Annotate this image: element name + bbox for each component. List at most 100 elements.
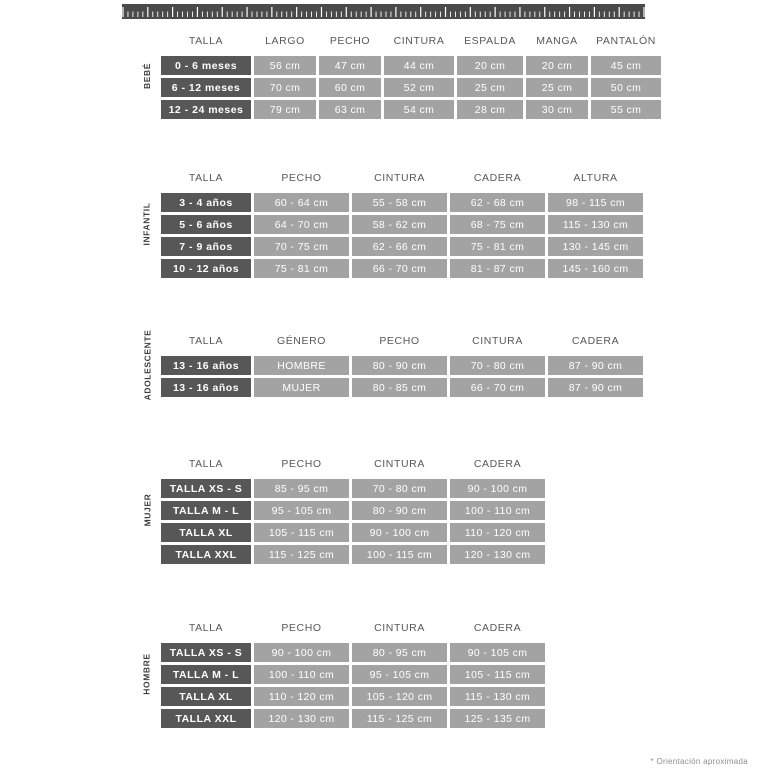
measurement-cell: 90 - 105 cm [450, 643, 545, 662]
section-side-label-mujer: MUJER [136, 453, 158, 567]
table-row: TALLA XL 105 - 115 cm 90 - 100 cm 110 - 120… [161, 523, 545, 542]
column-header: CADERA [473, 172, 522, 184]
size-name-cell: 7 - 9 años [161, 237, 251, 256]
section-label-text: MUJER [142, 493, 153, 527]
size-name-cell: 3 - 4 años [161, 193, 251, 212]
measurement-cell: 100 - 110 cm [254, 665, 349, 684]
measurement-cell: 30 cm [526, 100, 588, 119]
column-header: TALLA [188, 622, 224, 634]
measurement-cell: 25 cm [457, 78, 523, 97]
footnote-approximate-orientation: * Orientación aproximada [650, 757, 748, 766]
table-row: 12 - 24 meses 79 cm 63 cm 54 cm 28 cm 30 cm 55… [161, 100, 661, 119]
measurement-cell: 105 - 115 cm [450, 665, 545, 684]
measurement-cell: 66 - 70 cm [450, 378, 545, 397]
measurement-cell: 80 - 95 cm [352, 643, 447, 662]
measurement-cell: 81 - 87 cm [450, 259, 545, 278]
column-header: CINTURA [472, 335, 523, 347]
measurement-cell: 115 - 130 cm [450, 687, 545, 706]
measurement-cell: 125 - 135 cm [450, 709, 545, 728]
measurement-cell: 100 - 115 cm [352, 545, 447, 564]
measurement-cell: 90 - 100 cm [450, 479, 545, 498]
measurement-cell: 20 cm [457, 56, 523, 75]
measuring-tape-ruler [122, 4, 645, 19]
measurement-cell: 120 - 130 cm [254, 709, 349, 728]
size-table-infantil: TALLA PECHO CINTURA CADERA ALTURA 3 - 4 años 6… [158, 167, 646, 281]
size-table-hombre: TALLA PECHO CINTURA CADERA TALLA XS - S 90 - … [158, 617, 548, 731]
size-section-infantil: INFANTIL TALLA PECHO CINTURA CADERA ALTURA 3 -… [136, 167, 646, 281]
column-header: CINTURA [374, 172, 425, 184]
size-name-cell: TALLA XL [161, 687, 251, 706]
measurement-cell: 62 - 66 cm [352, 237, 447, 256]
column-header: PECHO [281, 172, 322, 184]
table-row: 13 - 16 años HOMBRE 80 - 90 cm 70 - 80 cm 87… [161, 356, 643, 375]
measurement-cell: 90 - 100 cm [352, 523, 447, 542]
measurement-cell: 87 - 90 cm [548, 378, 643, 397]
measurement-cell: 47 cm [319, 56, 381, 75]
size-name-cell: TALLA XS - S [161, 479, 251, 498]
size-section-adolescente: ADOLESCENTE TALLA GÉNERO PECHO CINTURA CADERA… [136, 330, 646, 400]
column-header: PECHO [379, 335, 420, 347]
table-header-row: TALLA PECHO CINTURA CADERA [161, 456, 545, 476]
section-side-label-hombre: HOMBRE [136, 617, 158, 731]
size-section-mujer: MUJER TALLA PECHO CINTURA CADERA TALLA XS - S… [136, 453, 548, 567]
column-header: CINTURA [374, 458, 425, 470]
size-name-cell: TALLA XXL [161, 545, 251, 564]
measurement-cell: 95 - 105 cm [254, 501, 349, 520]
column-header: ESPALDA [464, 35, 516, 47]
section-label-text: INFANTIL [142, 202, 153, 246]
size-name-cell: 13 - 16 años [161, 378, 251, 397]
column-header: ALTURA [573, 172, 618, 184]
measurement-cell: 25 cm [526, 78, 588, 97]
column-header: TALLA [188, 335, 224, 347]
column-header: TALLA [188, 172, 224, 184]
size-name-cell: 5 - 6 años [161, 215, 251, 234]
measurement-cell: 100 - 110 cm [450, 501, 545, 520]
section-label-text: ADOLESCENTE [142, 329, 153, 401]
measurement-cell: 105 - 115 cm [254, 523, 349, 542]
measurement-cell: 45 cm [591, 56, 661, 75]
table-row: 13 - 16 años MUJER 80 - 85 cm 66 - 70 cm 87 … [161, 378, 643, 397]
measurement-cell: 75 - 81 cm [450, 237, 545, 256]
table-row: TALLA XXL 115 - 125 cm 100 - 115 cm 120 - 1… [161, 545, 545, 564]
measurement-cell: 115 - 125 cm [254, 545, 349, 564]
column-header: LARGO [265, 35, 305, 47]
measurement-cell: 80 - 90 cm [352, 501, 447, 520]
size-name-cell: TALLA M - L [161, 501, 251, 520]
measurement-cell: 70 - 80 cm [450, 356, 545, 375]
measurement-cell: 80 - 85 cm [352, 378, 447, 397]
column-header: PECHO [281, 622, 322, 634]
section-side-label-infantil: INFANTIL [136, 167, 158, 281]
table-header-row: TALLA GÉNERO PECHO CINTURA CADERA [161, 333, 643, 353]
measurement-cell: 87 - 90 cm [548, 356, 643, 375]
measurement-cell: MUJER [254, 378, 349, 397]
measurement-cell: 120 - 130 cm [450, 545, 545, 564]
measurement-cell: 55 - 58 cm [352, 193, 447, 212]
size-table-adolescente: TALLA GÉNERO PECHO CINTURA CADERA 13 - 16 año… [158, 330, 646, 400]
size-section-hombre: HOMBRE TALLA PECHO CINTURA CADERA TALLA XS - … [136, 617, 548, 731]
measurement-cell: 56 cm [254, 56, 316, 75]
table-row: 10 - 12 años 75 - 81 cm 66 - 70 cm 81 - 87 … [161, 259, 643, 278]
ruler-icon [122, 4, 645, 19]
size-name-cell: TALLA M - L [161, 665, 251, 684]
table-row: TALLA M - L 95 - 105 cm 80 - 90 cm 100 - 11… [161, 501, 545, 520]
measurement-cell: 52 cm [384, 78, 454, 97]
measurement-cell: 60 - 64 cm [254, 193, 349, 212]
size-section-bebe: BEBÉ TALLA LARGO PECHO CINTURA ESPALDA MANGA PA… [136, 30, 664, 122]
size-name-cell: 12 - 24 meses [161, 100, 251, 119]
measurement-cell: 63 cm [319, 100, 381, 119]
measurement-cell: 20 cm [526, 56, 588, 75]
column-header: MANGA [536, 35, 578, 47]
measurement-cell: 130 - 145 cm [548, 237, 643, 256]
size-table-bebe: TALLA LARGO PECHO CINTURA ESPALDA MANGA PANTAL… [158, 30, 664, 122]
measurement-cell: 44 cm [384, 56, 454, 75]
section-label-text: HOMBRE [142, 653, 153, 695]
measurement-cell: 115 - 130 cm [548, 215, 643, 234]
measurement-cell: 79 cm [254, 100, 316, 119]
column-header: TALLA [188, 35, 224, 47]
size-name-cell: 6 - 12 meses [161, 78, 251, 97]
table-row: 5 - 6 años 64 - 70 cm 58 - 62 cm 68 - 75 cm… [161, 215, 643, 234]
column-header: PECHO [329, 35, 371, 47]
table-header-row: TALLA LARGO PECHO CINTURA ESPALDA MANGA PANTAL… [161, 33, 661, 53]
section-label-text: BEBÉ [142, 62, 152, 90]
measurement-cell: 66 - 70 cm [352, 259, 447, 278]
